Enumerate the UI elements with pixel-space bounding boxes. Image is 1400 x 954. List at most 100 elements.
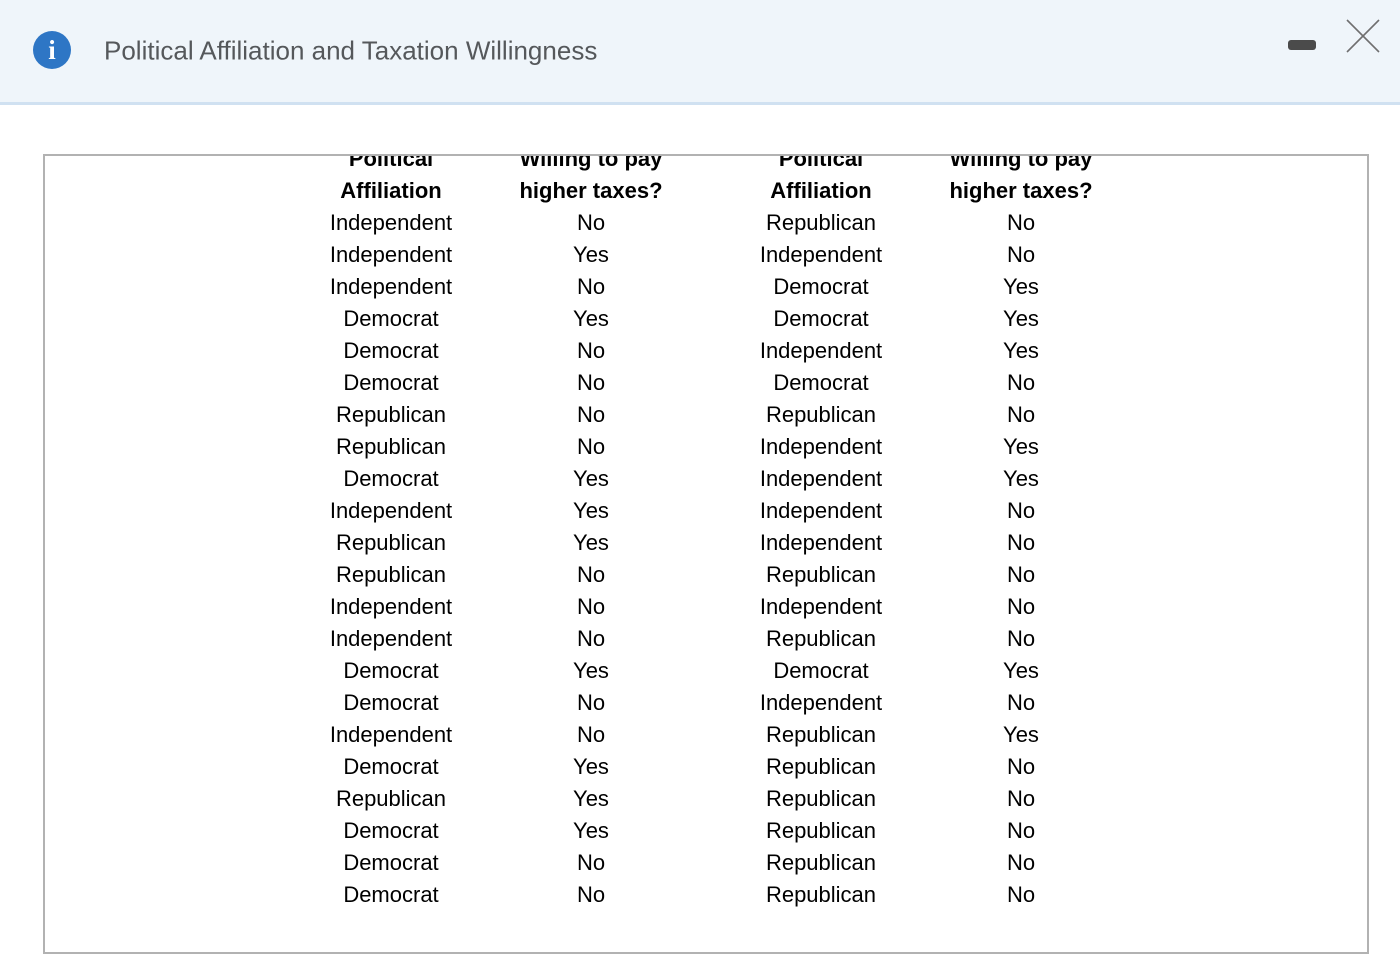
cell-affiliation-left: Democrat — [343, 370, 439, 395]
cell-willing-right: No — [1006, 754, 1036, 779]
table-row: Democrat No Republican No — [291, 847, 1121, 879]
cell-willing-left: Yes — [573, 306, 609, 331]
cell-affiliation-right: Republican — [765, 786, 877, 811]
cell-willing-left: Yes — [573, 242, 609, 267]
cell-affiliation-right: Independent — [759, 530, 883, 555]
cell-affiliation-right: Republican — [765, 818, 877, 843]
close-button[interactable] — [1341, 13, 1385, 57]
cell-spacer — [691, 751, 721, 783]
cell-willing-left: No — [576, 338, 606, 363]
cell-spacer — [691, 783, 721, 815]
cell-willing-left: Yes — [573, 818, 609, 843]
table-row: Republican No Republican No — [291, 559, 1121, 591]
table-row: Democrat Yes Democrat Yes — [291, 303, 1121, 335]
cell-affiliation-left: Democrat — [343, 690, 439, 715]
cell-willing-right: No — [1006, 850, 1036, 875]
table-row: Independent No Democrat Yes — [291, 271, 1121, 303]
column-header-political-affiliation-right: Political Affiliation — [770, 154, 872, 203]
table-row: Independent No Republican No — [291, 207, 1121, 239]
cell-spacer — [691, 303, 721, 335]
cell-willing-left: Yes — [573, 658, 609, 683]
table-row: Democrat No Independent No — [291, 687, 1121, 719]
cell-spacer — [691, 431, 721, 463]
cell-willing-left: Yes — [573, 466, 609, 491]
cell-willing-right: No — [1006, 370, 1036, 395]
cell-willing-right: No — [1006, 562, 1036, 587]
cell-willing-left: No — [576, 210, 606, 235]
cell-willing-right: No — [1006, 210, 1036, 235]
column-header-political-affiliation-left: Political Affiliation — [340, 154, 442, 203]
table-row: Democrat Yes Independent Yes — [291, 463, 1121, 495]
cell-willing-right: No — [1006, 498, 1036, 523]
cell-willing-left: No — [576, 274, 606, 299]
cell-willing-right: No — [1006, 786, 1036, 811]
cell-willing-right: Yes — [1003, 722, 1039, 747]
cell-affiliation-left: Democrat — [343, 306, 439, 331]
cell-affiliation-right: Independent — [759, 338, 883, 363]
minimize-icon — [1288, 40, 1316, 50]
content-panel[interactable]: Political Affiliation Willing to pay hig… — [43, 154, 1369, 954]
info-icon: i — [33, 31, 71, 69]
cell-willing-right: Yes — [1003, 658, 1039, 683]
cell-affiliation-right: Independent — [759, 434, 883, 459]
cell-affiliation-left: Independent — [329, 594, 453, 619]
cell-willing-left: No — [576, 850, 606, 875]
table-row: Republican No Republican No — [291, 399, 1121, 431]
cell-affiliation-right: Independent — [759, 594, 883, 619]
cell-affiliation-right: Republican — [765, 722, 877, 747]
cell-affiliation-right: Republican — [765, 402, 877, 427]
close-icon — [1346, 19, 1380, 53]
cell-spacer — [691, 399, 721, 431]
table-row: Independent Yes Independent No — [291, 495, 1121, 527]
table-row: Democrat Yes Republican No — [291, 751, 1121, 783]
table-row: Democrat No Independent Yes — [291, 335, 1121, 367]
cell-spacer — [691, 239, 721, 271]
cell-willing-right: Yes — [1003, 434, 1039, 459]
cell-willing-left: No — [576, 594, 606, 619]
cell-spacer — [691, 495, 721, 527]
cell-willing-left: Yes — [573, 530, 609, 555]
table-row: Republican No Independent Yes — [291, 431, 1121, 463]
cell-spacer — [691, 207, 721, 239]
cell-willing-left: No — [576, 434, 606, 459]
table-row: Democrat No Democrat No — [291, 367, 1121, 399]
cell-willing-left: Yes — [573, 786, 609, 811]
cell-spacer — [691, 847, 721, 879]
cell-affiliation-left: Republican — [335, 786, 447, 811]
cell-spacer — [691, 879, 721, 911]
cell-affiliation-left: Democrat — [343, 818, 439, 843]
cell-affiliation-right: Republican — [765, 882, 877, 907]
cell-willing-left: Yes — [573, 498, 609, 523]
table-row: Republican Yes Independent No — [291, 527, 1121, 559]
cell-affiliation-right: Republican — [765, 562, 877, 587]
cell-willing-right: No — [1006, 818, 1036, 843]
cell-spacer — [691, 559, 721, 591]
cell-affiliation-left: Republican — [335, 530, 447, 555]
cell-spacer — [691, 527, 721, 559]
table-row: Independent No Republican No — [291, 623, 1121, 655]
cell-affiliation-left: Independent — [329, 210, 453, 235]
cell-affiliation-right: Independent — [759, 498, 883, 523]
cell-willing-right: No — [1006, 402, 1036, 427]
cell-willing-right: No — [1006, 242, 1036, 267]
cell-affiliation-left: Democrat — [343, 850, 439, 875]
minimize-button[interactable] — [1280, 28, 1324, 62]
cell-spacer — [691, 655, 721, 687]
cell-spacer — [691, 591, 721, 623]
cell-affiliation-left: Independent — [329, 274, 453, 299]
cell-spacer — [691, 367, 721, 399]
cell-affiliation-right: Independent — [759, 690, 883, 715]
cell-affiliation-left: Independent — [329, 626, 453, 651]
cell-affiliation-right: Independent — [759, 466, 883, 491]
table-row: Independent No Republican Yes — [291, 719, 1121, 751]
cell-affiliation-left: Democrat — [343, 466, 439, 491]
table-body: Independent No Republican No Independent… — [291, 207, 1121, 911]
cell-spacer — [691, 815, 721, 847]
cell-willing-left: No — [576, 690, 606, 715]
cell-willing-right: No — [1006, 594, 1036, 619]
cell-affiliation-right: Republican — [765, 850, 877, 875]
cell-willing-left: No — [576, 370, 606, 395]
cell-affiliation-left: Republican — [335, 562, 447, 587]
table-row: Republican Yes Republican No — [291, 783, 1121, 815]
table-row: Democrat Yes Republican No — [291, 815, 1121, 847]
